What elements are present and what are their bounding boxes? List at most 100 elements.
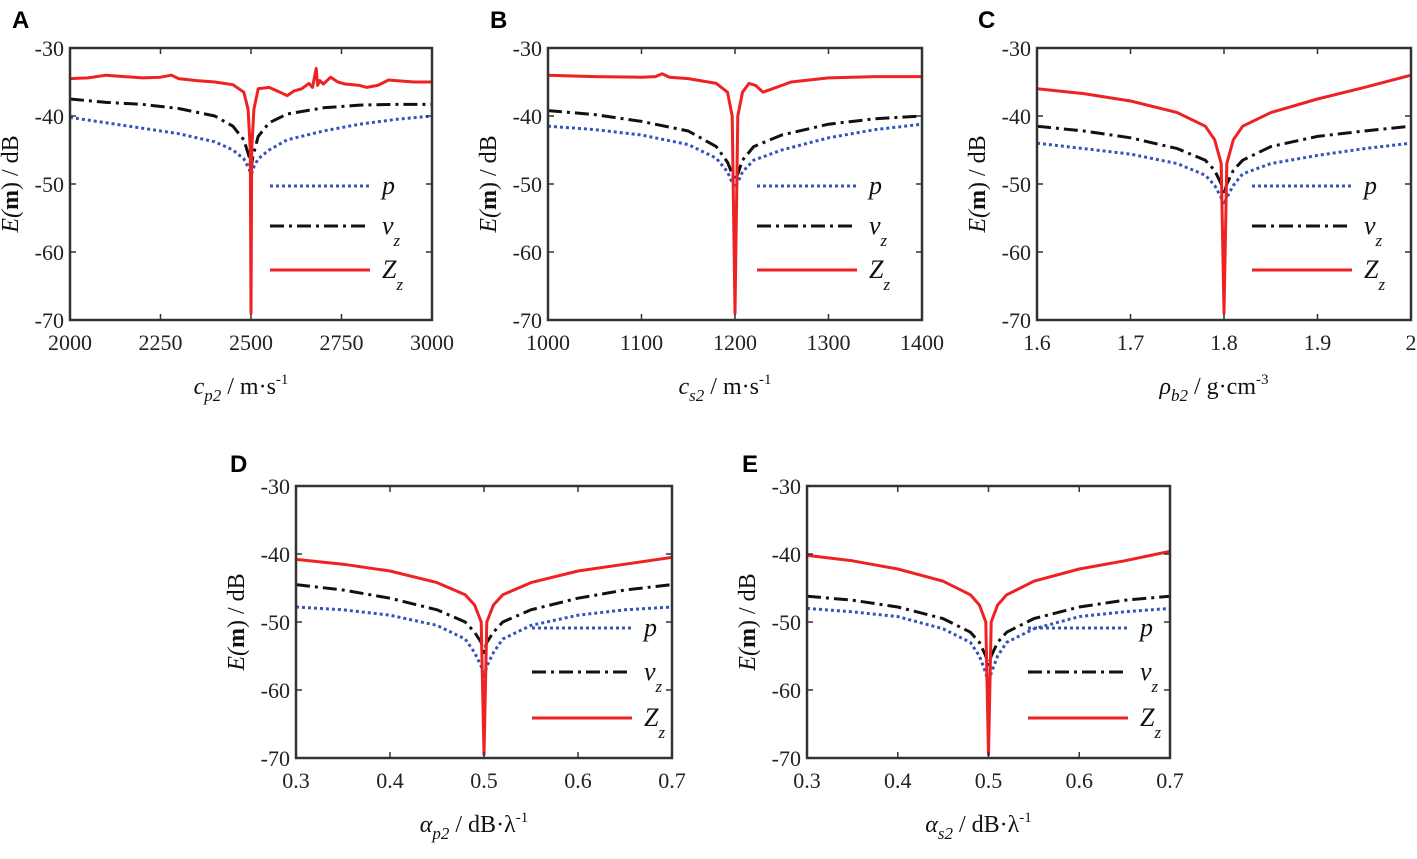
x-tick-label: 2250 — [139, 330, 183, 355]
y-tick-label: -30 — [261, 474, 290, 499]
panel-e: E -30 -40 -50 -60 -700.3 0.4 0.5 0.6 0.7 αs2 / dB·… — [735, 451, 1184, 843]
legend-symbol: p — [867, 171, 882, 200]
x-tick-label: 3000 — [410, 330, 454, 355]
legend-symbol: Z — [869, 255, 884, 284]
y-tick-label: -60 — [513, 240, 542, 265]
x-label-symbol: α — [925, 812, 938, 838]
legend-subscript: z — [1377, 275, 1385, 294]
legend-subscript: z — [393, 231, 401, 250]
x-tick-label: 0.7 — [1156, 768, 1184, 793]
series-z-z-line — [1037, 73, 1411, 315]
y-tick-label: -30 — [513, 36, 542, 61]
legend-symbol: Z — [644, 703, 659, 732]
y-label-bold: m — [0, 190, 24, 210]
legend-subscript: z — [1375, 231, 1383, 250]
y-tick-label: -50 — [772, 610, 801, 635]
x-tick-label: 1.8 — [1210, 330, 1238, 355]
series-p-line — [807, 606, 1170, 685]
y-tick-label: -40 — [261, 542, 290, 567]
x-tick-label: 0.3 — [793, 768, 821, 793]
y-axis-label: E(m) / dB — [224, 573, 250, 671]
y-label-prefix: E( — [965, 208, 991, 234]
y-label-bold: m — [965, 190, 991, 210]
legend-subscript: z — [655, 677, 663, 696]
legend-label: vz — [382, 211, 401, 250]
y-tick-label: -60 — [261, 678, 290, 703]
x-label-subscript: s2 — [689, 386, 705, 405]
y-tick-label: -50 — [261, 610, 290, 635]
y-label-prefix: E( — [0, 208, 24, 234]
legend-label: p — [1362, 171, 1377, 200]
x-label-superscript: -1 — [1019, 810, 1032, 826]
legend-subscript: z — [395, 275, 403, 294]
x-label-subscript: s2 — [938, 824, 954, 843]
legend-symbol: v — [869, 211, 881, 240]
x-axis-label: cp2 / m·s-1 — [194, 372, 289, 405]
series-z-z-line — [70, 66, 432, 315]
series-v-z-line — [70, 97, 432, 172]
y-label-bold: m — [476, 190, 502, 210]
y-tick-label: -30 — [772, 474, 801, 499]
y-tick-label: -70 — [1002, 308, 1031, 333]
legend-label: Zz — [1140, 703, 1161, 742]
x-label-superscript: -1 — [516, 810, 529, 826]
x-label-superscript: -1 — [276, 372, 289, 388]
series-p-line — [296, 605, 672, 678]
panel-d: D -30 -40 -50 -60 -700.3 0.4 0.5 0.6 0.7 αp2 / dB·… — [224, 451, 686, 843]
x-axis-label: αp2 / dB·λ-1 — [420, 810, 528, 843]
x-tick-label: 0.4 — [884, 768, 912, 793]
x-label-unit: / g·cm — [1188, 374, 1256, 400]
legend-label: Zz — [1364, 255, 1385, 294]
y-tick-label: -70 — [261, 746, 290, 771]
series-v-z-line — [296, 583, 672, 655]
legend-symbol: v — [644, 657, 656, 686]
x-tick-label: 0.6 — [1066, 768, 1094, 793]
y-tick-label: -60 — [772, 678, 801, 703]
x-tick-label: 0.4 — [376, 768, 404, 793]
panel-label: C — [978, 7, 995, 34]
y-tick-label: -30 — [35, 36, 64, 61]
series-v-z-line — [548, 109, 922, 183]
x-tick-label: 1400 — [900, 330, 944, 355]
legend-label: p — [380, 171, 395, 200]
y-label-suffix: ) / dB — [735, 573, 761, 628]
x-label-unit: / dB·λ — [953, 812, 1020, 838]
legend-label: p — [867, 171, 882, 200]
x-tick-label: 0.5 — [470, 768, 498, 793]
y-tick-label: -40 — [35, 104, 64, 129]
series-z-z-line — [807, 549, 1170, 757]
y-tick-label: -60 — [35, 240, 64, 265]
legend-subscript: z — [1151, 677, 1159, 696]
legend-subscript: z — [882, 275, 890, 294]
legend-label: Zz — [869, 255, 890, 294]
series-v-z-line — [1037, 124, 1411, 196]
x-tick-label: 2500 — [229, 330, 273, 355]
y-tick-label: -30 — [1002, 36, 1031, 61]
y-tick-label: -70 — [35, 308, 64, 333]
x-tick-label: 0.6 — [564, 768, 592, 793]
legend-symbol: p — [380, 171, 395, 200]
x-tick-label: 2750 — [320, 330, 364, 355]
series-z-z-line — [548, 72, 922, 315]
x-label-symbol: c — [194, 374, 205, 400]
legend-label: vz — [869, 211, 888, 250]
legend-symbol: Z — [1140, 703, 1155, 732]
x-tick-label: 0.5 — [975, 768, 1003, 793]
legend-label: vz — [1140, 657, 1159, 696]
y-label-bold: m — [224, 628, 250, 648]
x-tick-label: 1300 — [807, 330, 851, 355]
x-tick-label: 1200 — [713, 330, 757, 355]
y-axis-label: E(m) / dB — [476, 135, 502, 233]
x-tick-label: 2000 — [48, 330, 92, 355]
y-label-prefix: E( — [224, 646, 250, 672]
x-tick-label: 0.3 — [282, 768, 310, 793]
x-label-subscript: b2 — [1171, 386, 1189, 405]
legend-symbol: p — [1362, 171, 1377, 200]
x-tick-label: 0.7 — [658, 768, 686, 793]
x-tick-label: 2 — [1406, 330, 1417, 355]
y-tick-label: -40 — [1002, 104, 1031, 129]
x-label-symbol: c — [679, 374, 690, 400]
x-tick-label: 1.9 — [1304, 330, 1332, 355]
